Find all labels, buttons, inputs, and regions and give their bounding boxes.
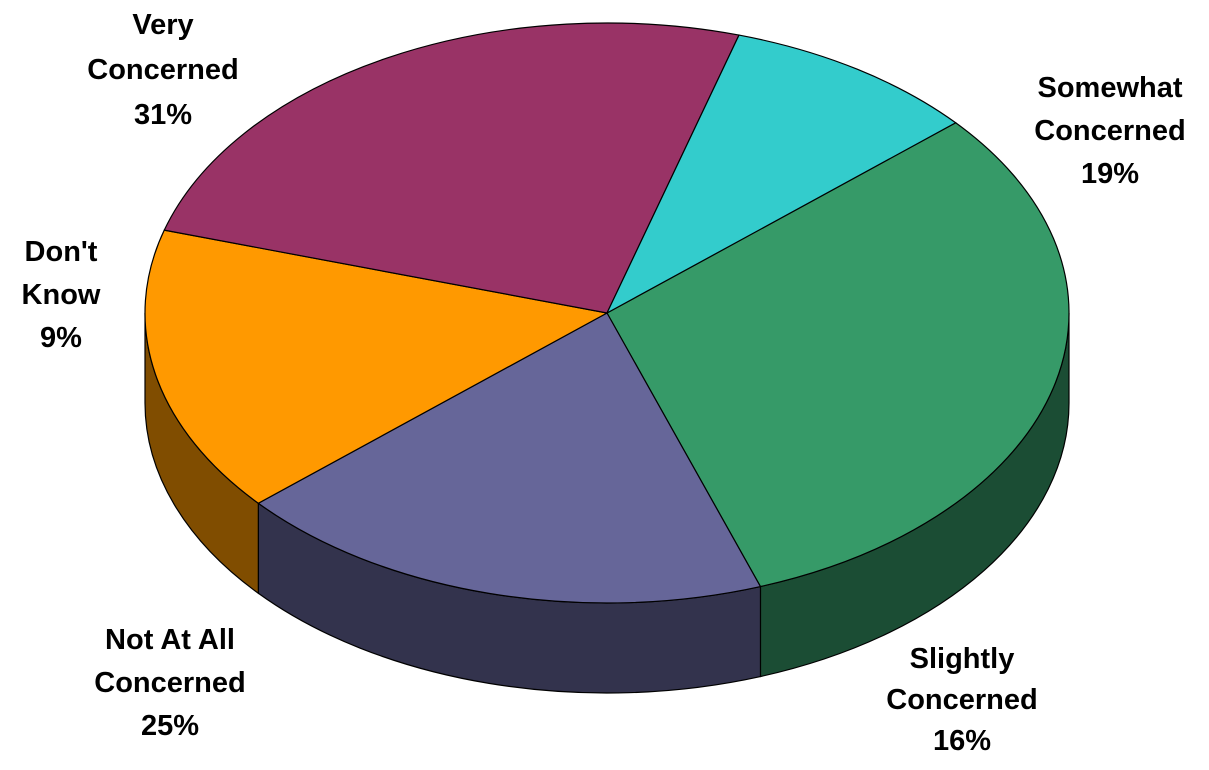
slice-very-concerned: [606, 122, 1070, 588]
label-don-t-know: Don't Know 9%: [22, 236, 101, 354]
slice-name-label: Not At All: [105, 624, 235, 656]
slice-name-label: Somewhat: [1037, 72, 1182, 104]
slice-don-t-know: [605, 34, 957, 315]
slice-name-label: Concerned: [1034, 115, 1185, 147]
label-not-at-all-concerned: Not At All Concerned 25%: [94, 624, 245, 742]
label-very-concerned: Very Concerned 31%: [87, 9, 238, 131]
label-slightly-concerned: Slightly Concerned 16%: [886, 643, 1037, 757]
slice-name-label: Very: [132, 9, 193, 41]
slice-name-label: Concerned: [886, 684, 1037, 716]
slice-percent-label: 16%: [933, 725, 991, 757]
slice-percent-label: 31%: [134, 99, 192, 131]
slice-percent-label: 19%: [1081, 158, 1139, 190]
slice-name-label: Concerned: [94, 667, 245, 699]
slice-labels: Very Concerned 31% Somewhat Concerned 19% Slig…: [22, 9, 1186, 757]
slice-somewhat-concerned: [257, 312, 762, 604]
slice-name-label: Concerned: [87, 54, 238, 86]
slice-slightly-concerned: [144, 229, 609, 504]
pie-top-faces: [144, 22, 1070, 604]
slice-percent-label: 9%: [40, 322, 82, 354]
slice-not-at-all-concerned: [163, 22, 740, 314]
slice-name-label: Don't: [25, 236, 98, 268]
slice-percent-label: 25%: [141, 710, 199, 742]
slice-name-label: Slightly: [910, 643, 1015, 675]
label-somewhat-concerned: Somewhat Concerned 19%: [1034, 72, 1185, 190]
slice-name-label: Know: [22, 279, 101, 311]
